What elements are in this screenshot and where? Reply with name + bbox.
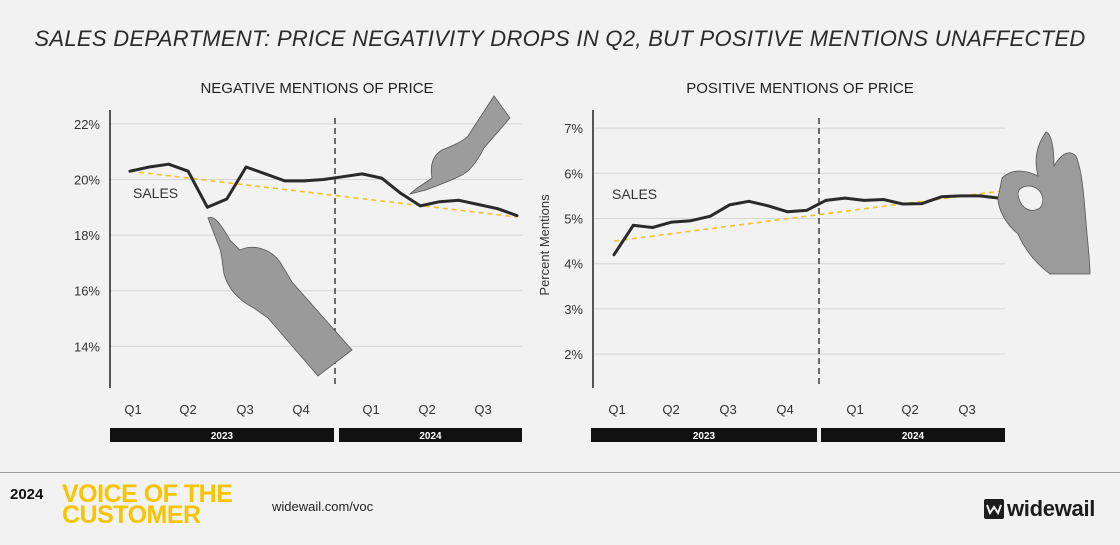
data-point [863,199,866,202]
year-band-label: 2023 [693,431,716,442]
data-point [920,202,924,205]
chart-title: NEGATIVE MENTIONS OF PRICE [200,80,433,97]
data-point [882,198,885,201]
x-tick-label: Q1 [362,402,379,417]
y-tick-label: 3% [564,302,583,317]
data-point [167,162,170,166]
data-point [496,207,500,210]
data-point [341,175,345,178]
year-band-label: 2024 [419,431,442,442]
series-label: SALES [133,185,178,201]
data-point [302,179,306,183]
y-tick-label: 6% [564,166,583,181]
data-point [632,224,635,227]
chart-title: POSITIVE MENTIONS OF PRICE [686,80,914,97]
footer-year: 2024 [10,486,44,503]
y-tick-label: 16% [74,284,100,299]
x-tick-label: Q2 [418,402,435,417]
footer-divider [0,472,1120,473]
data-point [786,210,789,213]
data-point [457,199,461,202]
x-tick-label: Q1 [608,402,625,417]
x-tick-label: Q1 [846,402,863,417]
x-tick-label: Q3 [719,402,736,417]
pointing-hand-icon [408,95,511,195]
data-point [824,199,828,202]
y-tick-label: 2% [564,347,583,362]
data-point [612,253,616,256]
y-tick-label: 7% [564,121,583,136]
data-point [322,178,325,181]
data-point [747,200,751,203]
data-point [689,219,693,222]
data-point [728,203,731,207]
trend-line [129,170,518,218]
data-point [148,165,151,169]
y-tick-label: 5% [564,211,583,226]
x-tick-label: Q3 [474,402,491,417]
year-band-label: 2023 [211,431,234,442]
x-tick-label: Q4 [776,402,793,417]
charts-area: NEGATIVE MENTIONS OF PRICE 14% 16% 18% 20% 22… [74,80,1091,442]
y-tick-label: 14% [74,339,100,354]
trend-line [613,190,1000,242]
positive-chart: POSITIVE MENTIONS OF PRICE 2% 3% 4% 5% 6% 7% Pe… [537,80,1005,442]
data-point [843,196,847,200]
data-point [515,214,519,217]
data-point [940,195,943,199]
data-point [128,169,132,173]
footer-url-link[interactable]: widewail.com/voc [272,499,374,514]
data-point [805,209,808,212]
y-tick-label: 18% [74,228,100,243]
year-band [110,428,334,442]
year-band [339,428,522,442]
ok-hand-icon [997,131,1091,275]
y-axis-label: Percent Mentions [537,194,552,296]
data-point [670,220,674,224]
x-tick-label: Q2 [901,402,918,417]
y-tick-label: 4% [564,257,583,272]
data-point [225,197,229,201]
year-band [821,428,1005,442]
x-tick-label: Q3 [236,402,253,417]
x-tick-label: Q1 [124,402,141,417]
x-tick-label: Q4 [292,402,309,417]
pointing-hand-icon [207,216,353,377]
widewail-logo-icon [984,499,1004,519]
data-point [978,194,982,198]
year-band [591,428,817,442]
data-point [709,214,712,218]
x-tick-label: Q2 [662,402,679,417]
data-point [438,200,441,203]
data-point [360,172,364,176]
data-point [477,203,480,206]
data-point [651,226,654,229]
data-point [419,204,422,208]
data-point [901,202,905,206]
data-point [959,194,962,198]
x-tick-label: Q3 [958,402,975,417]
data-point [264,172,267,176]
widewail-logo[interactable]: widewail [984,496,1095,522]
series-label: SALES [612,186,657,202]
data-point [244,165,248,169]
data-point [399,192,403,195]
data-point [766,204,770,208]
main-title: SALES DEPARTMENT: PRICE NEGATIVITY DROPS… [34,26,1086,51]
footer-brand-wordmark: VOICE OF THE CUSTOMER [62,480,233,529]
y-tick-label: 22% [74,117,100,132]
data-point [206,206,209,209]
data-point [283,179,287,183]
year-band-label: 2024 [902,431,925,442]
y-tick-label: 20% [74,173,100,188]
data-point [186,169,190,173]
data-point [380,176,383,180]
series-line-sales [612,194,1001,257]
x-tick-label: Q2 [179,402,196,417]
negative-chart: NEGATIVE MENTIONS OF PRICE 14% 16% 18% 20% 22… [74,80,523,442]
widewail-logo-text: widewail [1007,496,1096,521]
